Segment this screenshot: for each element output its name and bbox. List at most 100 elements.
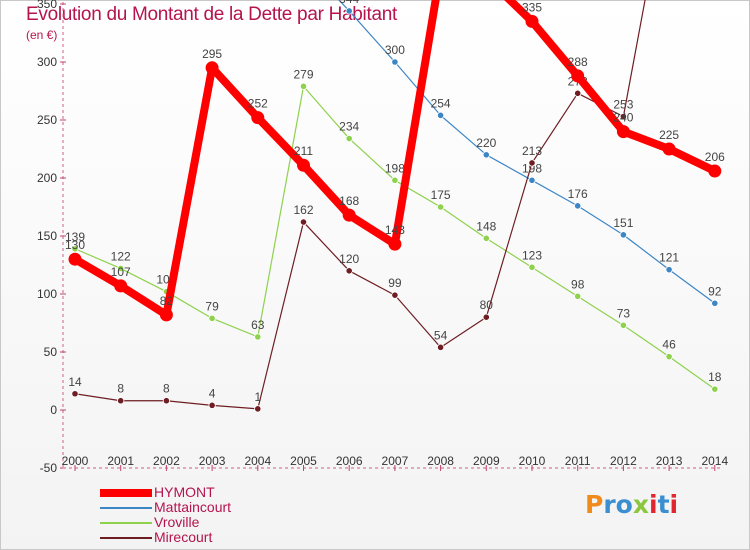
x-tick-label: 2001 bbox=[107, 454, 134, 468]
data-point bbox=[342, 208, 356, 222]
data-label: 225 bbox=[659, 128, 679, 142]
x-tick-label: 2009 bbox=[473, 454, 500, 468]
data-point bbox=[208, 401, 216, 409]
data-point bbox=[482, 234, 490, 242]
data-label: 220 bbox=[476, 136, 496, 150]
x-tick-label: 2005 bbox=[290, 454, 317, 468]
data-label: 279 bbox=[293, 67, 313, 81]
data-point bbox=[619, 231, 628, 239]
data-point bbox=[574, 89, 582, 97]
data-label: 63 bbox=[251, 318, 265, 332]
data-label: 295 bbox=[202, 47, 222, 61]
data-label: 130 bbox=[65, 238, 85, 252]
data-label: 123 bbox=[522, 248, 542, 262]
legend-swatch bbox=[100, 537, 152, 539]
data-label: 253 bbox=[613, 98, 633, 112]
data-point bbox=[391, 176, 399, 184]
data-label: 46 bbox=[662, 338, 676, 352]
data-point bbox=[528, 263, 536, 271]
data-label: 8 bbox=[163, 382, 170, 396]
data-point bbox=[114, 279, 128, 293]
x-tick-label: 2008 bbox=[427, 454, 454, 468]
data-label: 176 bbox=[568, 187, 588, 201]
logo-letter: P bbox=[585, 490, 604, 519]
data-point bbox=[345, 7, 353, 15]
data-point bbox=[528, 159, 536, 167]
legend-swatch bbox=[100, 507, 152, 509]
data-label: 82 bbox=[160, 294, 174, 308]
data-label: 8 bbox=[117, 382, 124, 396]
legend-label: Mattaincourt bbox=[154, 499, 232, 515]
data-label: 79 bbox=[205, 299, 219, 313]
x-tick-label: 2000 bbox=[62, 454, 89, 468]
x-tick-label: 2013 bbox=[656, 454, 683, 468]
logo-letter: x bbox=[632, 490, 649, 519]
data-point bbox=[482, 313, 490, 321]
data-label: 14 bbox=[68, 375, 82, 389]
data-point bbox=[391, 291, 399, 299]
legend-label: Mirecourt bbox=[154, 529, 213, 545]
data-label: 4 bbox=[209, 386, 216, 400]
data-point bbox=[162, 397, 170, 405]
data-point bbox=[708, 164, 722, 178]
data-label: 252 bbox=[248, 97, 268, 111]
logo-letter: i bbox=[669, 490, 679, 519]
data-label: 206 bbox=[705, 150, 725, 164]
data-point bbox=[574, 292, 582, 300]
logo-letter: o bbox=[615, 490, 633, 519]
data-point bbox=[254, 405, 262, 413]
data-label: 288 bbox=[568, 55, 588, 69]
data-label: 213 bbox=[522, 144, 542, 158]
logo-letter: i bbox=[649, 490, 658, 519]
data-label: 335 bbox=[522, 0, 542, 14]
data-point bbox=[662, 142, 676, 156]
data-label: 162 bbox=[293, 203, 313, 217]
x-tick-label: 2007 bbox=[382, 454, 409, 468]
data-label: 198 bbox=[385, 161, 405, 175]
data-label: 198 bbox=[522, 161, 542, 175]
x-tick-label: 2011 bbox=[565, 454, 591, 468]
data-point bbox=[299, 218, 308, 226]
y-tick-label: 250 bbox=[37, 113, 57, 127]
data-point bbox=[482, 151, 490, 159]
data-label: 80 bbox=[480, 298, 494, 312]
legend-swatch bbox=[100, 489, 152, 497]
data-label: 98 bbox=[571, 277, 585, 291]
data-point bbox=[251, 111, 265, 125]
data-point bbox=[208, 314, 216, 322]
chart-unit: (en €) bbox=[26, 28, 58, 42]
data-point bbox=[619, 321, 628, 329]
data-point bbox=[388, 237, 402, 251]
data-point bbox=[616, 125, 630, 139]
data-point bbox=[528, 176, 536, 184]
data-point bbox=[391, 58, 399, 66]
data-label: 99 bbox=[388, 276, 402, 290]
data-label: 1 bbox=[254, 390, 261, 404]
legend-label: Vroville bbox=[154, 514, 200, 530]
data-point bbox=[205, 61, 219, 75]
data-point bbox=[345, 267, 353, 275]
data-point bbox=[436, 203, 445, 211]
data-label: 92 bbox=[708, 284, 722, 298]
y-tick-label: 100 bbox=[37, 287, 57, 301]
x-tick-label: 2003 bbox=[199, 454, 226, 468]
data-label: 300 bbox=[385, 43, 405, 57]
data-label: 120 bbox=[339, 252, 359, 266]
y-tick-label: 350 bbox=[37, 0, 57, 11]
data-label: 151 bbox=[613, 216, 633, 230]
data-point bbox=[68, 252, 82, 266]
logo-letter: t bbox=[657, 490, 670, 519]
data-label: 139 bbox=[65, 230, 85, 244]
data-point bbox=[117, 264, 125, 273]
legend-swatch bbox=[100, 522, 152, 524]
logo-letter: r bbox=[603, 490, 616, 519]
y-tick-label: 0 bbox=[50, 403, 57, 417]
data-point bbox=[254, 333, 262, 341]
y-tick-label: 50 bbox=[44, 345, 58, 359]
data-label: 107 bbox=[111, 265, 131, 279]
y-tick-label: -50 bbox=[40, 461, 58, 475]
data-point bbox=[571, 69, 585, 83]
data-point bbox=[297, 158, 310, 172]
data-point bbox=[159, 308, 173, 322]
data-label: 344 bbox=[339, 0, 359, 6]
